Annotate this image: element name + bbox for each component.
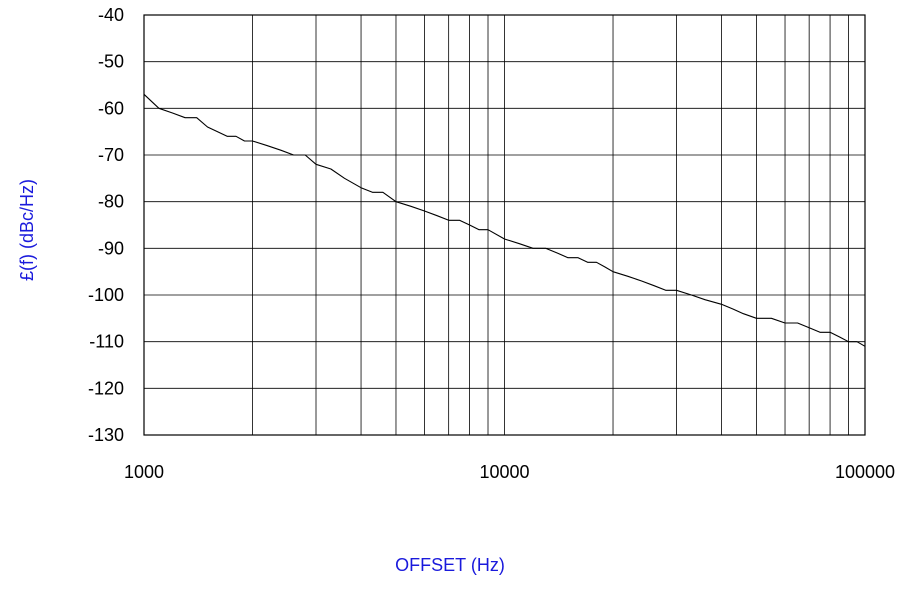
y-axis-tick-labels: -40 -50 -60 -70 -80 -90 -100 -110 -120 -130 — [88, 5, 124, 445]
y-tick-label: -60 — [98, 98, 124, 118]
x-tick-label: 100000 — [835, 462, 895, 482]
y-tick-label: -110 — [89, 332, 124, 352]
y-tick-label: -50 — [98, 52, 124, 72]
x-axis-tick-labels: 1000 10000 100000 — [124, 462, 895, 482]
y-tick-label: -100 — [88, 285, 124, 305]
y-tick-label: -130 — [88, 425, 124, 445]
x-axis-title: OFFSET (Hz) — [395, 555, 505, 575]
grid-lines — [143, 14, 865, 436]
x-tick-label: 10000 — [479, 462, 529, 482]
y-tick-label: -120 — [88, 378, 124, 398]
plot-frame — [143, 14, 866, 436]
y-tick-label: -40 — [98, 5, 124, 25]
y-tick-label: -70 — [98, 145, 124, 165]
series-line — [143, 93, 866, 347]
y-tick-label: -80 — [98, 192, 124, 212]
x-tick-label: 1000 — [124, 462, 164, 482]
y-tick-label: -90 — [98, 238, 124, 258]
y-axis-title: £(f) (dBc/Hz) — [17, 179, 37, 281]
